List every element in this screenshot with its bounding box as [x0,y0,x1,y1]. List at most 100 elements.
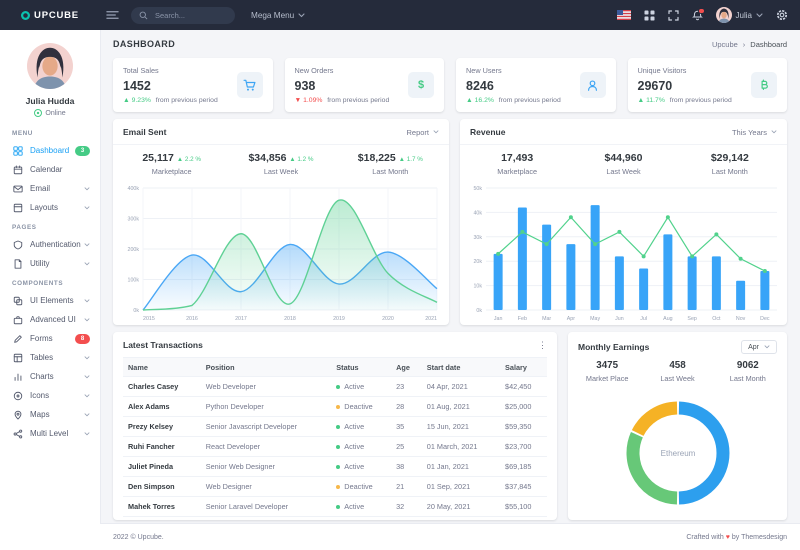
mini-stat-marketplace: 17,493 Marketplace [464,152,570,176]
chevron-down-icon [84,431,90,436]
svg-text:2019: 2019 [333,316,345,322]
menu-toggle-icon[interactable] [106,10,119,20]
latest-transactions-title: Latest Transactions [123,340,203,350]
notification-dot [698,7,705,14]
svg-text:Mar: Mar [542,316,551,322]
cell-name: Charles Casey [123,376,201,397]
sidebar-item-maps[interactable]: Maps [0,405,100,424]
mini-stat-delta: ▲ 1.7 % [398,156,423,163]
cell-salary: $23,700 [500,436,547,457]
cell-start-date: 01 Aug, 2021 [421,396,501,417]
chevron-down-icon [771,130,777,134]
revenue-card: Revenue This Years 17,493 Marketplace $44,… [460,119,787,325]
svg-text:0k: 0k [133,308,139,314]
chevron-down-icon [764,345,770,349]
chevron-down-icon [433,130,439,134]
mini-stat-value: $18,225 ▲ 1.7 % [357,152,423,164]
status-dot-icon [336,385,341,390]
bitcoin-icon [751,72,777,98]
column-header-name: Name [123,357,201,377]
cell-age: 38 [391,456,422,477]
table-row: Alex Adams Python Developer Deactive 28 01 A… [123,396,547,417]
sidebar-item-utility[interactable]: Utility [0,254,100,273]
sidebar-item-email[interactable]: Email [0,179,100,198]
mini-stat-last-month: $29,142 Last Month [677,152,783,176]
sidebar-item-advanced-ui[interactable]: Advanced UI [0,310,100,329]
sidebar-item-icons[interactable]: Icons [0,386,100,405]
sidebar-item-ui-elements[interactable]: UI Elements [0,291,100,310]
breadcrumb: Upcube › Dashboard [712,40,787,49]
settings-gear-icon[interactable] [776,9,788,21]
email-sent-stats: 25,117 ▲ 2.2 % Marketplace $34,856 ▲ 1.2 % La… [113,145,449,178]
apps-grid-icon[interactable] [644,10,655,21]
column-header-position: Position [200,357,332,377]
sidebar-item-label: UI Elements [30,296,74,305]
breadcrumb-item-upcube[interactable]: Upcube [711,39,738,49]
mini-stat-delta: ▲ 2.2 % [176,156,201,163]
mini-stat-last-week: $34,856 ▲ 1.2 % Last Week [226,152,335,176]
user-menu[interactable]: Julia [715,7,763,23]
cell-name: Alex Adams [123,396,201,417]
online-status-icon [34,109,43,117]
this-years-dropdown[interactable]: This Years [732,128,777,137]
more-options-icon[interactable]: ⋮ [538,339,547,350]
cell-start-date: 01 Jan, 2021 [421,456,501,477]
svg-text:2018: 2018 [284,316,296,322]
forms-icon [13,334,23,344]
report-dropdown[interactable]: Report [406,128,439,137]
sidebar-item-multi-level[interactable]: Multi Level [0,424,100,443]
status-dot-icon [336,445,341,450]
cell-age: 25 [391,436,422,457]
column-header-start-date: Start date [421,357,501,377]
sidebar-item-forms[interactable]: Forms 8 [0,329,100,348]
sidebar-item-layouts[interactable]: Layouts [0,198,100,217]
avatar[interactable] [27,43,73,89]
mini-stat-value: 25,117 ▲ 2.2 % [142,152,201,164]
table-header-row: Name Position Status Age Start date Salary [123,357,547,377]
mini-stat-value: 3475 [596,360,619,371]
chevron-down-icon [84,355,90,360]
monthly-earnings-title: Monthly Earnings [578,342,650,352]
mega-menu-label: Mega Menu [251,10,295,20]
topbar-actions: Julia [616,7,800,23]
search-box [131,6,235,24]
stat-card-delta: ▲ 11.7% from previous period [637,97,732,104]
svg-text:2017: 2017 [235,316,247,322]
mega-menu-button[interactable]: Mega Menu [251,11,305,20]
sidebar-item-calendar[interactable]: Calendar [0,160,100,179]
cell-start-date: 20 May, 2021 [421,496,501,517]
sidebar-item-authentication[interactable]: Authentication [0,235,100,254]
status-dot-icon [336,425,341,430]
brand-icon [21,10,31,20]
breadcrumb-item-dashboard[interactable]: Dashboard [750,39,787,49]
stat-card-value: 29670 [637,79,673,93]
column-header-salary: Salary [500,357,547,377]
cell-position: Senior Web Designer [200,456,332,477]
breadcrumb-separator: › [742,39,746,49]
svg-text:Jul: Jul [640,316,647,322]
language-flag-icon[interactable] [616,10,631,20]
fullscreen-icon[interactable] [667,9,679,21]
dollar-icon: $ [417,79,425,91]
sidebar-nav: MENU Dashboard 3 Calendar Email Layouts PAGES A… [0,123,100,443]
stat-card-delta: ▲ 16.2% from previous period [466,97,561,104]
column-header-status: Status [331,357,392,377]
cell-salary: $59,350 [500,416,547,437]
sidebar-item-label: Icons [30,391,50,400]
sidebar-item-charts[interactable]: Charts [0,367,100,386]
cell-salary: $42,450 [500,376,547,397]
online-status-label: Online [45,109,66,117]
brand-logo[interactable]: UPCUBE [0,10,100,21]
stat-card-delta: ▲ 9.23% from previous period [123,97,218,104]
notifications-bell-icon[interactable] [691,7,705,21]
charts-icon [13,372,23,382]
cell-name: Juliet Pineda [123,456,201,477]
avatar [715,7,732,23]
cell-position: Web Developer [200,376,332,397]
cell-status: Active [331,456,392,477]
month-select[interactable]: Apr [741,340,777,354]
this-years-dropdown-label: This Years [731,127,767,137]
search-input[interactable] [153,9,227,21]
sidebar-item-dashboard[interactable]: Dashboard 3 [0,141,100,160]
sidebar-item-tables[interactable]: Tables [0,348,100,367]
